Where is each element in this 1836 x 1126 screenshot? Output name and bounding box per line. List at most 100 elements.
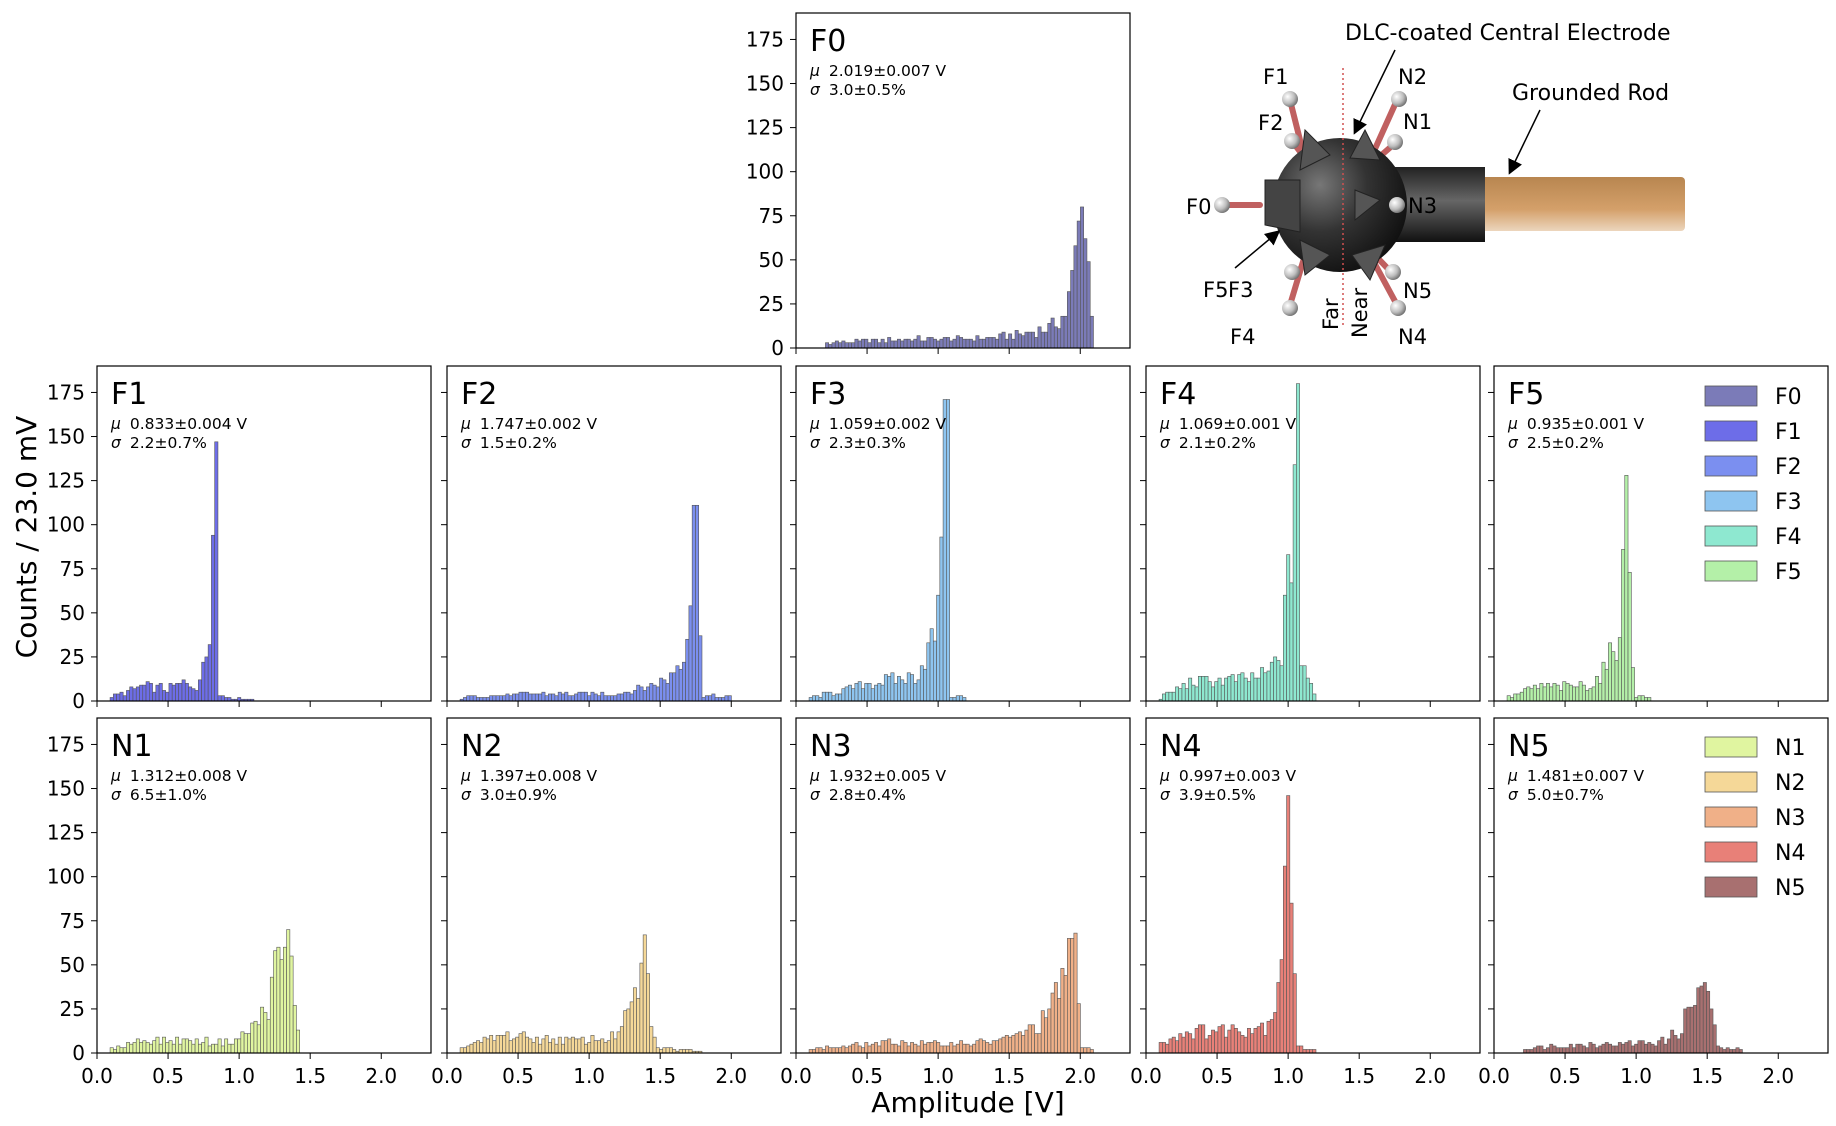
bar xyxy=(515,1036,520,1054)
bar xyxy=(906,672,911,702)
bar xyxy=(1653,1045,1658,1054)
panel-f5: F5 μ 0.935±0.001 Vσ 2.5±0.2% xyxy=(1488,365,1829,707)
bar xyxy=(1532,684,1537,702)
bar xyxy=(923,1043,928,1054)
bar xyxy=(1260,667,1264,702)
bar xyxy=(642,934,647,1054)
bar xyxy=(861,338,865,349)
bar xyxy=(642,690,647,702)
bar xyxy=(704,695,709,702)
bar xyxy=(834,693,839,702)
bar xyxy=(603,1042,608,1054)
bar xyxy=(165,691,170,702)
bar xyxy=(1680,1033,1684,1054)
x-tick-label: 2.0 xyxy=(715,1064,747,1088)
bar xyxy=(1296,1045,1300,1054)
bar xyxy=(916,1045,921,1054)
bar xyxy=(939,536,944,702)
bar xyxy=(590,691,595,702)
bar xyxy=(1233,1028,1238,1054)
bar xyxy=(890,340,895,349)
bar xyxy=(1181,1036,1186,1054)
bar xyxy=(551,693,556,702)
bar xyxy=(874,1042,879,1054)
bar xyxy=(857,1045,862,1054)
bar xyxy=(929,1042,934,1054)
bar xyxy=(972,340,977,349)
bar xyxy=(610,1031,615,1054)
bar xyxy=(1266,670,1271,702)
bar xyxy=(194,690,199,702)
bar xyxy=(1070,270,1075,349)
bar xyxy=(178,683,183,702)
bar xyxy=(1233,681,1238,702)
legend-near: N1 N2 N3 N4 N5 xyxy=(1704,736,1805,901)
bar xyxy=(610,695,615,702)
bar xyxy=(685,638,690,702)
histogram-bars xyxy=(459,504,732,702)
bar xyxy=(531,693,536,702)
bar xyxy=(220,695,225,702)
bar xyxy=(828,691,833,702)
bar xyxy=(1063,975,1068,1054)
x-ticks xyxy=(795,348,1081,354)
bar xyxy=(711,693,716,702)
electrode-diagram: DLC-coated Central Electrode Grounded Ro… xyxy=(1186,21,1685,349)
bar xyxy=(1266,1020,1271,1054)
histogram-bars xyxy=(825,206,1094,349)
bar xyxy=(1083,1047,1088,1054)
bar xyxy=(1253,1028,1258,1054)
bar xyxy=(1581,684,1586,702)
bar xyxy=(870,1043,875,1054)
bar xyxy=(544,695,549,702)
bar xyxy=(978,1038,983,1054)
bar xyxy=(1559,690,1563,702)
bar xyxy=(1289,582,1294,702)
bar xyxy=(867,342,872,349)
bar xyxy=(1001,1036,1006,1054)
bar xyxy=(698,635,703,702)
bar xyxy=(965,338,970,349)
bar xyxy=(1207,681,1212,702)
bar xyxy=(857,340,862,349)
bar xyxy=(1063,315,1068,349)
bar xyxy=(1162,1042,1166,1054)
bar xyxy=(149,683,153,702)
bar xyxy=(489,695,494,702)
bar xyxy=(266,1019,271,1054)
bar xyxy=(570,1036,575,1054)
bar xyxy=(1572,686,1577,702)
bar xyxy=(606,1040,611,1054)
bar xyxy=(211,1043,215,1054)
bar xyxy=(512,693,516,702)
bar xyxy=(109,1047,114,1054)
bar xyxy=(864,1042,869,1054)
bar xyxy=(1608,1043,1612,1054)
bar xyxy=(975,335,980,349)
bar xyxy=(498,695,503,702)
bar xyxy=(619,693,624,702)
bar xyxy=(844,1047,849,1054)
x-tick-label: 0.0 xyxy=(780,1064,812,1088)
panel-frame xyxy=(446,717,782,1054)
bar xyxy=(1080,1047,1084,1054)
bar xyxy=(243,1033,248,1054)
bar xyxy=(289,955,294,1054)
bar xyxy=(665,1047,670,1054)
bar xyxy=(590,1035,595,1054)
bar xyxy=(1230,674,1235,702)
y-tick-label: 50 xyxy=(60,953,85,977)
bar xyxy=(942,337,947,349)
bar xyxy=(139,1042,144,1054)
bar xyxy=(1644,1043,1648,1054)
bar xyxy=(825,691,829,702)
bar xyxy=(168,683,173,702)
y-ticks: 0 25 50 75 100 125 150 175 xyxy=(47,732,97,1065)
bar xyxy=(1532,1047,1537,1054)
bar xyxy=(936,1042,941,1054)
bar xyxy=(518,691,523,702)
bar xyxy=(932,640,937,702)
bar xyxy=(998,1038,1003,1054)
bar xyxy=(1735,1047,1740,1054)
histogram-bars xyxy=(1506,475,1652,702)
